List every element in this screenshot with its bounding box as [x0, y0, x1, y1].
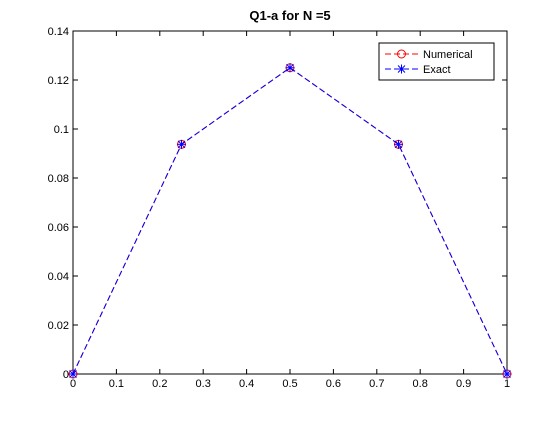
series-exact-point — [177, 139, 186, 149]
series-exact-point — [285, 63, 295, 73]
legend-box — [378, 42, 495, 81]
x-tick-label: 0.6 — [326, 378, 341, 390]
plot-area — [72, 30, 508, 375]
y-tick-label: 0.14 — [48, 26, 69, 38]
series-exact — [68, 63, 512, 379]
legend: Numerical Exact — [378, 42, 495, 81]
x-tick-label: 0.1 — [109, 378, 124, 390]
legend-numerical-label: Numerical — [423, 49, 473, 61]
chart-title: Q1-a for N =5 — [249, 8, 330, 23]
x-tick-label: 0.8 — [413, 378, 428, 390]
x-tick-label: 1 — [504, 378, 510, 390]
y-tick-label: 0.04 — [48, 271, 69, 283]
x-tick-label: 0 — [70, 378, 76, 390]
x-tick-label: 0.4 — [239, 378, 254, 390]
x-tick-label: 0.3 — [196, 378, 211, 390]
y-tick-label: 0 — [63, 369, 69, 381]
series-exact-line — [72, 67, 508, 375]
y-tick-label: 0.1 — [54, 124, 69, 136]
x-tick-label: 0.2 — [152, 378, 167, 390]
y-tick-label: 0.12 — [48, 75, 69, 87]
legend-numerical-marker — [397, 49, 406, 59]
x-tick-label: 0.7 — [369, 378, 384, 390]
legend-exact-label: Exact — [423, 64, 451, 76]
x-tick-label: 0.9 — [456, 378, 471, 390]
series-exact-point — [502, 369, 512, 379]
series-layer — [68, 63, 512, 379]
legend-exact-marker — [397, 64, 406, 74]
series-exact-point — [394, 139, 403, 149]
axis-ticks: 0 0.1 0.2 0.3 0.4 0.5 0.6 0.7 0.8 0.9 1 0 0.02 0.04 0.… — [48, 26, 510, 390]
y-tick-label: 0.06 — [48, 222, 69, 234]
series-exact-point — [68, 369, 78, 379]
y-tick-label: 0.02 — [48, 320, 69, 332]
y-tick-label: 0.08 — [48, 173, 69, 185]
x-tick-label: 0.5 — [282, 378, 297, 390]
